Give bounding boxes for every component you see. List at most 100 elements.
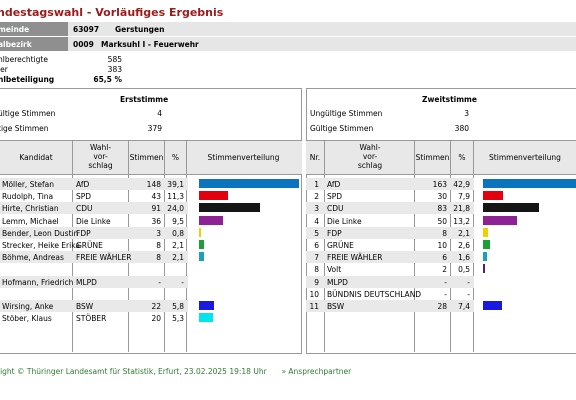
zweit-col-verteilung: Stimmenverteilung [489, 153, 561, 162]
candidate-name: Hirte, Christian [2, 204, 59, 214]
zweit-ungueltig-value: 3 [464, 109, 469, 118]
table-row [0, 202, 188, 215]
row-number: 3 [314, 204, 319, 214]
erst-ungueltig-label: ültige Stimmen [0, 109, 56, 118]
vote-bar [483, 240, 490, 249]
vote-count: 6 [442, 253, 447, 263]
table-row [0, 288, 188, 300]
party-name: AfD [76, 180, 90, 189]
vote-percent: 0,5 [458, 265, 470, 275]
vote-percent: 2,1 [458, 228, 470, 238]
erst-col-wahlvorschlag: Wahl-vor-schlag [88, 143, 113, 170]
erst-ungueltig-value: 4 [157, 109, 162, 118]
vote-bar [483, 252, 488, 262]
row-number: 1 [314, 180, 319, 189]
vote-count: 8 [156, 241, 161, 250]
party-name: GRÜNE [327, 241, 354, 250]
stat-wahlbeteiligung-value: 65,5 % [93, 75, 122, 84]
row-number: 11 [309, 302, 319, 311]
party-name: MLPD [76, 277, 97, 287]
vote-percent: 7,4 [458, 302, 470, 311]
vote-percent: 0,8 [172, 228, 184, 238]
table-row [0, 251, 188, 264]
gemeinde-label: meinde [0, 25, 30, 34]
vote-count: - [444, 289, 447, 299]
candidate-name: Hofmann, Friedrich [2, 277, 74, 287]
stat-waehler-value: 383 [107, 65, 122, 74]
party-name: SPD [76, 192, 92, 202]
row-number: 2 [314, 192, 319, 202]
erst-col-percent: % [171, 153, 180, 162]
table-row [0, 226, 188, 239]
stat-wahlberechtigte-value: 585 [107, 55, 122, 64]
vote-count: 8 [156, 253, 161, 263]
erst-col-verteilung: Stimmenverteilung [207, 153, 280, 162]
vote-bar [483, 264, 485, 274]
vote-count: 3 [156, 228, 161, 238]
vote-percent: 42,9 [453, 180, 470, 189]
candidate-name: Rudolph, Tina [2, 192, 54, 202]
erst-col-stimmen: Stimmen [129, 153, 164, 162]
gemeinde-code: 63097 [73, 25, 100, 34]
vote-count: 91 [151, 204, 161, 214]
zweit-col-nr: Nr. [309, 153, 321, 162]
zweitstimme-title: Zweitstimme [422, 95, 477, 104]
vote-bar [199, 301, 214, 310]
vote-bar [483, 215, 517, 225]
vote-percent: 11,3 [167, 192, 184, 202]
table-row [306, 178, 474, 190]
table-row [306, 226, 474, 239]
table-row [306, 202, 474, 215]
table-row [0, 300, 188, 312]
erst-gueltig-value: 379 [147, 124, 162, 133]
table-row [0, 263, 188, 275]
vote-count: 163 [432, 180, 447, 189]
vote-count: 28 [437, 302, 447, 311]
vote-count: 43 [151, 192, 161, 202]
party-name: MLPD [327, 277, 348, 287]
vote-count: 20 [151, 314, 161, 324]
vote-count: 148 [146, 180, 161, 189]
footer: right © Thüringer Landesamt für Statisti… [0, 367, 351, 376]
vote-count: 50 [437, 216, 447, 226]
vote-percent: - [181, 277, 184, 287]
vote-percent: 24,0 [167, 204, 184, 214]
party-name: FDP [327, 228, 342, 238]
vote-percent: 2,1 [172, 241, 184, 250]
stat-waehler-label: ler [0, 65, 8, 74]
party-name: GRÜNE [76, 241, 103, 250]
candidate-name: Böhme, Andreas [2, 253, 64, 263]
stat-wahlbeteiligung-label: hlbeteiligung [0, 75, 55, 84]
vote-percent: 13,2 [453, 216, 470, 226]
row-number: 6 [314, 241, 319, 250]
vote-percent: 9,5 [172, 216, 184, 226]
table-row [0, 275, 188, 288]
vote-bar [483, 179, 576, 188]
vote-bar [199, 215, 224, 225]
ansprechpartner-link[interactable]: » Ansprechpartner [281, 367, 352, 376]
vote-count: - [158, 277, 161, 287]
party-name: FREIE WÄHLER [327, 253, 383, 263]
page-title: ndestagswahl - Vorläufiges Ergebnis [0, 6, 224, 19]
candidate-name: Strecker, Heike Erika [2, 241, 81, 250]
vote-percent: 39,1 [167, 180, 184, 189]
party-name: FDP [76, 228, 91, 238]
row-number: 9 [314, 277, 319, 287]
vote-count: 22 [151, 302, 161, 311]
row-number: 8 [314, 265, 319, 275]
vote-percent: - [467, 277, 470, 287]
vote-percent: - [467, 289, 470, 299]
copyright-text: right © Thüringer Landesamt für Statisti… [0, 367, 267, 376]
candidate-name: Wirsing, Anke [2, 302, 54, 311]
party-name: AfD [327, 180, 341, 189]
party-name: STÖBER [76, 314, 107, 324]
party-name: SPD [327, 192, 343, 202]
vote-count: - [444, 277, 447, 287]
row-number: 4 [314, 216, 319, 226]
vote-bar [483, 227, 489, 237]
vote-bar [199, 227, 202, 237]
vote-percent: 7,9 [458, 192, 470, 202]
party-name: FREIE WÄHLER [76, 253, 132, 263]
erst-table-header [0, 140, 302, 175]
candidate-name: Stöber, Klaus [2, 314, 52, 324]
